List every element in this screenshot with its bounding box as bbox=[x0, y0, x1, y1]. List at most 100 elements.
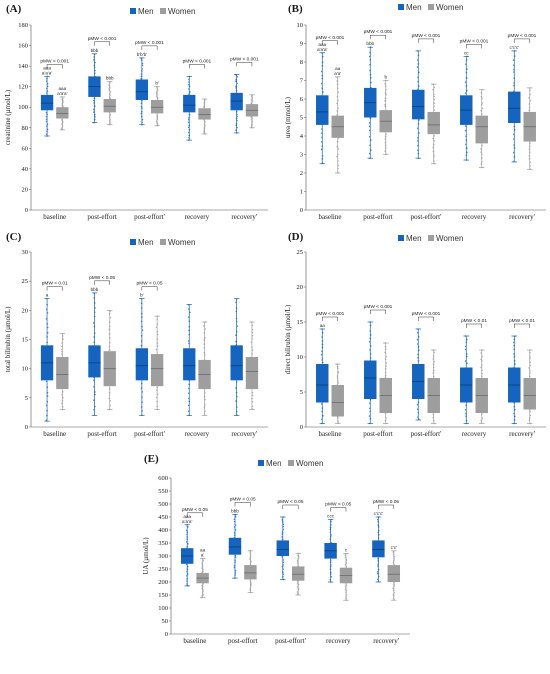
y-tick-label: 150 bbox=[158, 592, 168, 599]
significance-label: pMW < 0.001 bbox=[316, 311, 345, 317]
panel-label: (D) bbox=[288, 231, 304, 243]
y-axis-label: UA (µmol/L) bbox=[142, 537, 150, 575]
box-body bbox=[135, 79, 149, 101]
box-body bbox=[228, 537, 242, 555]
box-women bbox=[523, 349, 536, 425]
box-body bbox=[150, 354, 164, 387]
legend-label-men: Men bbox=[266, 459, 282, 468]
y-tick-label: 4 bbox=[300, 133, 304, 140]
box-women bbox=[196, 557, 209, 599]
significance-label: pMW < 0.01 bbox=[509, 318, 535, 324]
significance-bracket: pMW < 0.001 bbox=[412, 33, 441, 43]
posthoc-annotation: bbb bbox=[231, 508, 239, 513]
significance-bracket: pMW < 0.05 bbox=[182, 507, 208, 517]
box-body bbox=[387, 565, 401, 582]
box-body bbox=[88, 345, 101, 378]
y-tick-label: 10 bbox=[22, 366, 29, 373]
significance-bracket: pMW < 0.001 bbox=[88, 36, 117, 46]
bracket-line bbox=[94, 41, 110, 46]
box-body bbox=[364, 360, 377, 399]
y-tick-label: 10 bbox=[297, 22, 304, 29]
legend-label-women: Women bbox=[296, 459, 323, 468]
x-tick-label: recovery bbox=[185, 430, 210, 438]
box-body bbox=[372, 540, 385, 558]
significance-label: pMW < 0.05 bbox=[137, 281, 163, 287]
significance-bracket: pMW < 0.001 bbox=[230, 56, 259, 67]
y-tick-label: 50 bbox=[162, 618, 169, 625]
significance-bracket: pMW < 0.001 bbox=[364, 304, 393, 314]
legend: Men Women bbox=[398, 234, 463, 243]
x-tick-label: baseline bbox=[43, 430, 66, 438]
y-tick-label: 180 bbox=[18, 22, 28, 29]
significance-bracket: pMW < 0.05 bbox=[89, 275, 115, 285]
y-axis-label: total bilirubin (µmol/L) bbox=[4, 306, 12, 373]
bracket-line bbox=[46, 286, 63, 291]
box-body bbox=[276, 540, 290, 556]
y-tick-label: 8 bbox=[300, 59, 303, 66]
box-women bbox=[245, 94, 259, 129]
box-men bbox=[316, 52, 329, 165]
chart-panel: (B) Men Women 0 1 2 3 4 5 6 7 8 9 10 urea (mmol/L) base… bbox=[284, 3, 546, 221]
posthoc-annotation: c bbox=[345, 547, 348, 552]
box-women bbox=[103, 81, 116, 126]
box-men bbox=[412, 328, 425, 421]
box-men bbox=[460, 335, 473, 425]
significance-bracket: pMW < 0.001 bbox=[316, 35, 345, 45]
bracket-line bbox=[46, 64, 63, 69]
x-tick-label: post-effort' bbox=[134, 430, 165, 438]
box-body bbox=[412, 89, 425, 120]
box-body bbox=[475, 115, 488, 144]
y-tick-label: 100 bbox=[18, 104, 28, 111]
y-tick-label: 250 bbox=[158, 566, 168, 573]
significance-label: pMW < 0.05 bbox=[373, 499, 399, 505]
x-tick-label: baseline bbox=[183, 637, 206, 645]
bracket-line bbox=[466, 323, 482, 328]
x-tick-label: baseline bbox=[319, 430, 342, 438]
significance-label: pMW < 0.001 bbox=[364, 29, 393, 35]
box-women bbox=[56, 96, 69, 131]
x-tick-label: baseline bbox=[43, 213, 66, 221]
significance-label: pMW < 0.001 bbox=[135, 40, 164, 46]
y-tick-label: 0 bbox=[25, 424, 28, 431]
y-tick-label: 9 bbox=[300, 41, 303, 48]
box-women bbox=[523, 87, 536, 171]
box-women bbox=[56, 332, 69, 411]
y-tick-label: 200 bbox=[158, 579, 168, 586]
bracket-line bbox=[94, 280, 110, 285]
y-tick-label: 300 bbox=[158, 553, 168, 560]
legend-label-men: Men bbox=[138, 238, 154, 247]
box-women bbox=[379, 342, 392, 425]
box-men bbox=[364, 46, 377, 159]
box-women bbox=[379, 79, 392, 155]
x-tick-label: post-effort bbox=[87, 430, 116, 438]
box-men bbox=[228, 514, 242, 579]
legend: Men Women bbox=[398, 3, 463, 12]
y-tick-label: 5 bbox=[300, 389, 303, 396]
y-tick-label: 120 bbox=[18, 84, 28, 91]
panel-label: (B) bbox=[288, 3, 303, 15]
legend-swatch-women bbox=[160, 8, 166, 14]
significance-label: pMW < 0.001 bbox=[412, 311, 441, 317]
bracket-line bbox=[322, 40, 338, 45]
box-body bbox=[508, 91, 521, 124]
box-body bbox=[56, 107, 69, 119]
box-women bbox=[198, 98, 211, 135]
bracket-line bbox=[141, 286, 158, 291]
significance-label: pMW < 0.001 bbox=[88, 36, 117, 42]
box-body bbox=[56, 357, 69, 390]
significance-label: pMW < 0.01 bbox=[461, 318, 487, 324]
box-women bbox=[245, 321, 259, 410]
y-tick-label: 20 bbox=[297, 284, 304, 291]
y-tick-label: 5 bbox=[25, 395, 28, 402]
y-tick-label: 1 bbox=[300, 189, 303, 196]
bracket-line bbox=[330, 507, 347, 512]
y-tick-label: 3 bbox=[300, 152, 303, 159]
y-tick-label: 450 bbox=[158, 514, 168, 521]
x-tick-label: recovery bbox=[326, 637, 351, 645]
significance-label: pMW < 0.001 bbox=[40, 58, 69, 64]
posthoc-annotation: b bbox=[384, 75, 387, 80]
y-tick-label: 140 bbox=[18, 63, 28, 70]
box-body bbox=[245, 357, 259, 390]
box-women bbox=[244, 550, 257, 594]
